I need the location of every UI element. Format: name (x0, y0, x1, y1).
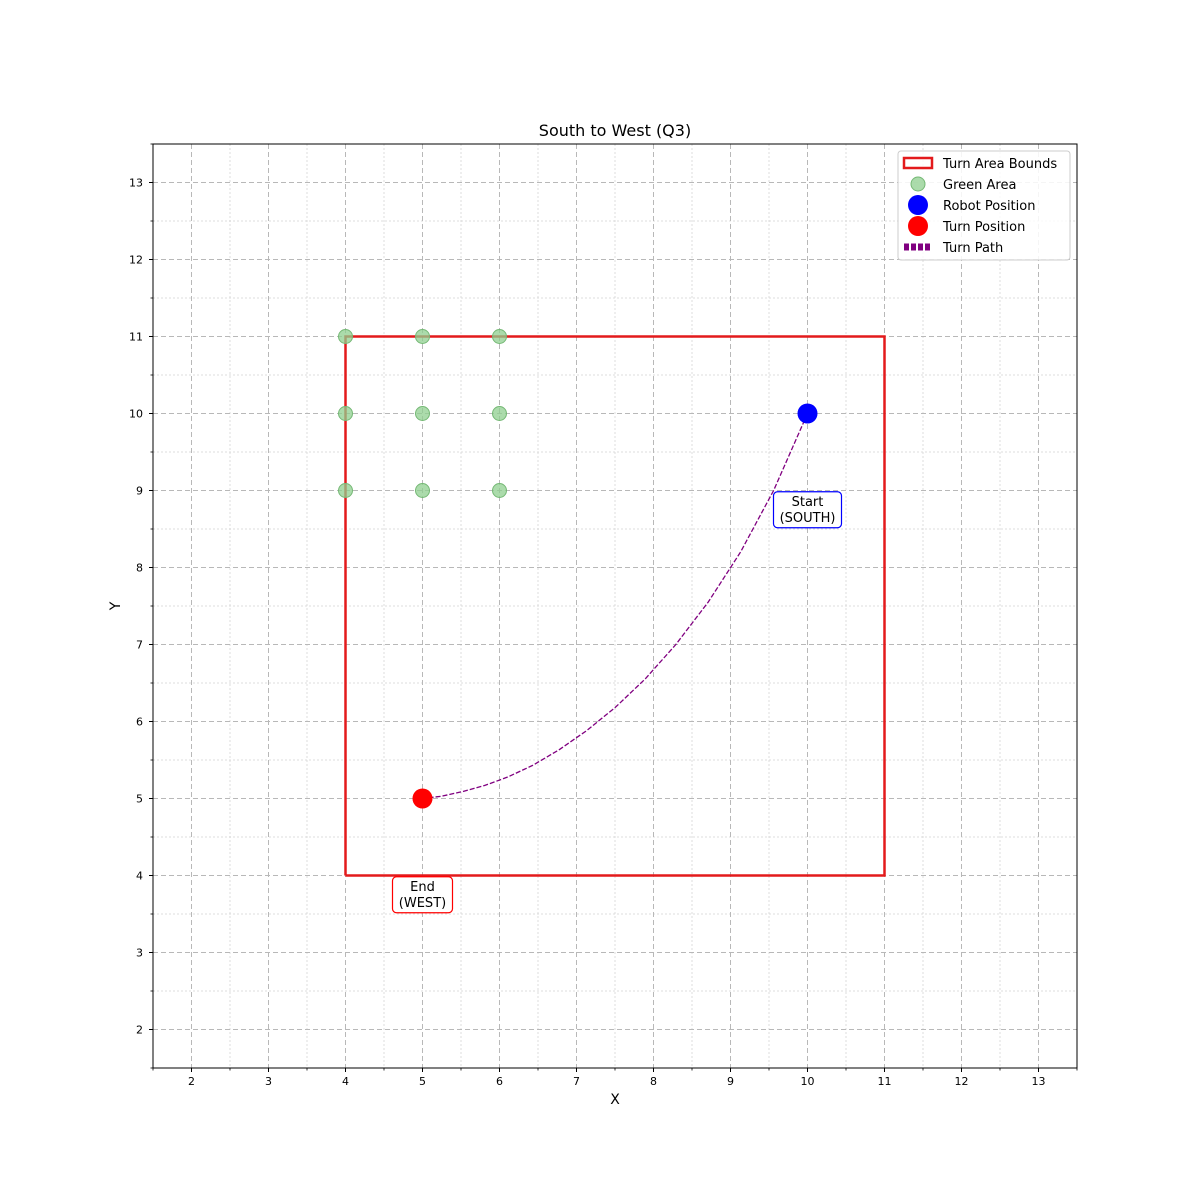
plot-data (338, 329, 886, 877)
annotations: Start(SOUTH) End(WEST) (391, 491, 843, 914)
legend-label: Green Area (943, 178, 1016, 193)
annotation-text: End (410, 880, 435, 895)
legend-label: Turn Area Bounds (942, 157, 1057, 172)
x-tick-label: 3 (265, 1075, 272, 1088)
y-tick-label: 13 (129, 177, 143, 190)
y-tick-label: 12 (129, 254, 143, 267)
legend-label: Robot Position (943, 199, 1035, 214)
x-tick-label: 5 (419, 1075, 426, 1088)
y-tick-label: 4 (136, 870, 143, 883)
turn-position-point (412, 788, 433, 809)
grid (152, 143, 1078, 1069)
legend-swatch-robot-position (908, 195, 928, 215)
x-tick-label: 4 (342, 1075, 349, 1088)
x-axis-label: X (610, 1092, 620, 1108)
green-area-point (338, 483, 353, 498)
legend-box (897, 150, 1071, 261)
chart-title: South to West (Q3) (539, 121, 691, 140)
x-tick-label: 2 (188, 1075, 195, 1088)
green-area-point (415, 329, 430, 344)
green-area-point (492, 406, 507, 421)
x-tick-label: 7 (573, 1075, 580, 1088)
green-area-point (338, 406, 353, 421)
legend-label: Turn Path (942, 241, 1003, 256)
y-tick-label: 11 (129, 331, 143, 344)
y-tick-label: 5 (136, 793, 143, 806)
annotation-text: Start (792, 495, 824, 510)
y-tick-label: 7 (136, 639, 143, 652)
green-area-point (415, 406, 430, 421)
legend-swatch-turn-position (908, 216, 928, 236)
legend-label: Turn Position (942, 220, 1025, 235)
x-tick-label: 8 (650, 1075, 657, 1088)
x-tick-label: 6 (496, 1075, 503, 1088)
y-tick-label: 9 (136, 485, 143, 498)
annotation-box (772, 491, 843, 529)
annotation-text: (SOUTH) (780, 511, 836, 526)
legend-swatch-green-area (910, 176, 926, 192)
green-area-point (415, 483, 430, 498)
y-tick-label: 8 (136, 562, 143, 575)
y-tick-label: 2 (136, 1024, 143, 1037)
annotation-box (391, 876, 454, 914)
y-tick-label: 3 (136, 947, 143, 960)
x-tick-label: 12 (955, 1075, 969, 1088)
x-tick-label: 9 (727, 1075, 734, 1088)
legend-swatch-turn-area-bounds (902, 156, 934, 170)
robot-position-point (797, 403, 818, 424)
green-area-point (492, 329, 507, 344)
annotation-text: (WEST) (399, 896, 446, 911)
y-tick-label: 10 (129, 408, 143, 421)
green-area-point (492, 483, 507, 498)
x-tick-label: 10 (801, 1075, 815, 1088)
turn-path-line (422, 413, 809, 800)
x-tick-label: 11 (878, 1075, 892, 1088)
y-axis-label: Y (108, 601, 124, 611)
axis-ticks: 2 3 4 5 6 7 8 9 10 11 12 13 2 3 4 5 6 7 8 9 10 11 12 13 (129, 143, 1078, 1088)
y-tick-label: 6 (136, 716, 143, 729)
green-area-point (338, 329, 353, 344)
x-tick-label: 13 (1032, 1075, 1046, 1088)
turn-area-bounds-rect (344, 335, 886, 877)
legend: Turn Area Bounds Green Area Robot Position… (897, 150, 1071, 261)
